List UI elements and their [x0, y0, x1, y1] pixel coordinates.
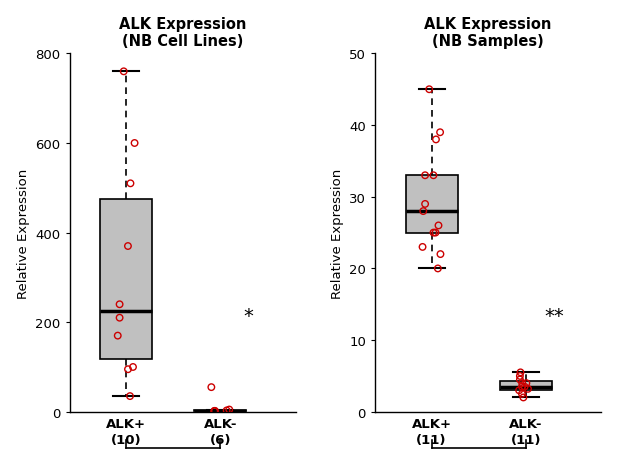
- Point: [128, 363, 138, 371]
- Point: [431, 137, 441, 144]
- PathPatch shape: [405, 176, 457, 233]
- Point: [222, 407, 232, 414]
- Point: [434, 222, 444, 230]
- Point: [425, 86, 434, 94]
- Point: [224, 406, 234, 413]
- Point: [515, 376, 525, 383]
- Point: [428, 229, 438, 237]
- Point: [515, 372, 525, 380]
- Point: [519, 394, 528, 401]
- Point: [433, 265, 443, 273]
- Point: [420, 172, 430, 180]
- Y-axis label: Relative Expression: Relative Expression: [331, 168, 344, 298]
- Point: [523, 385, 533, 393]
- Point: [520, 383, 530, 391]
- Point: [115, 314, 125, 322]
- Text: *: *: [243, 306, 253, 325]
- Point: [210, 407, 219, 415]
- Point: [418, 208, 428, 215]
- Point: [431, 229, 441, 237]
- Point: [125, 180, 135, 188]
- Point: [517, 383, 527, 391]
- PathPatch shape: [100, 200, 152, 359]
- Point: [113, 332, 123, 339]
- Point: [210, 407, 220, 415]
- Point: [125, 393, 135, 400]
- Point: [115, 301, 125, 308]
- Text: **: **: [544, 306, 564, 325]
- Point: [522, 380, 531, 387]
- Point: [428, 172, 438, 180]
- Title: ALK Expression
(NB Cell Lines): ALK Expression (NB Cell Lines): [119, 17, 247, 49]
- Point: [130, 140, 140, 147]
- PathPatch shape: [195, 410, 247, 411]
- PathPatch shape: [500, 382, 552, 390]
- Title: ALK Expression
(NB Samples): ALK Expression (NB Samples): [425, 17, 552, 49]
- Y-axis label: Relative Expression: Relative Expression: [17, 168, 30, 298]
- Point: [210, 408, 219, 415]
- Point: [517, 390, 527, 398]
- Point: [119, 69, 129, 76]
- Point: [436, 251, 446, 258]
- Point: [418, 244, 428, 251]
- Point: [206, 384, 216, 391]
- Point: [435, 129, 445, 137]
- Point: [123, 243, 133, 250]
- Point: [517, 380, 527, 387]
- Point: [420, 201, 430, 208]
- Point: [515, 369, 525, 376]
- Point: [123, 366, 133, 373]
- Point: [514, 387, 524, 394]
